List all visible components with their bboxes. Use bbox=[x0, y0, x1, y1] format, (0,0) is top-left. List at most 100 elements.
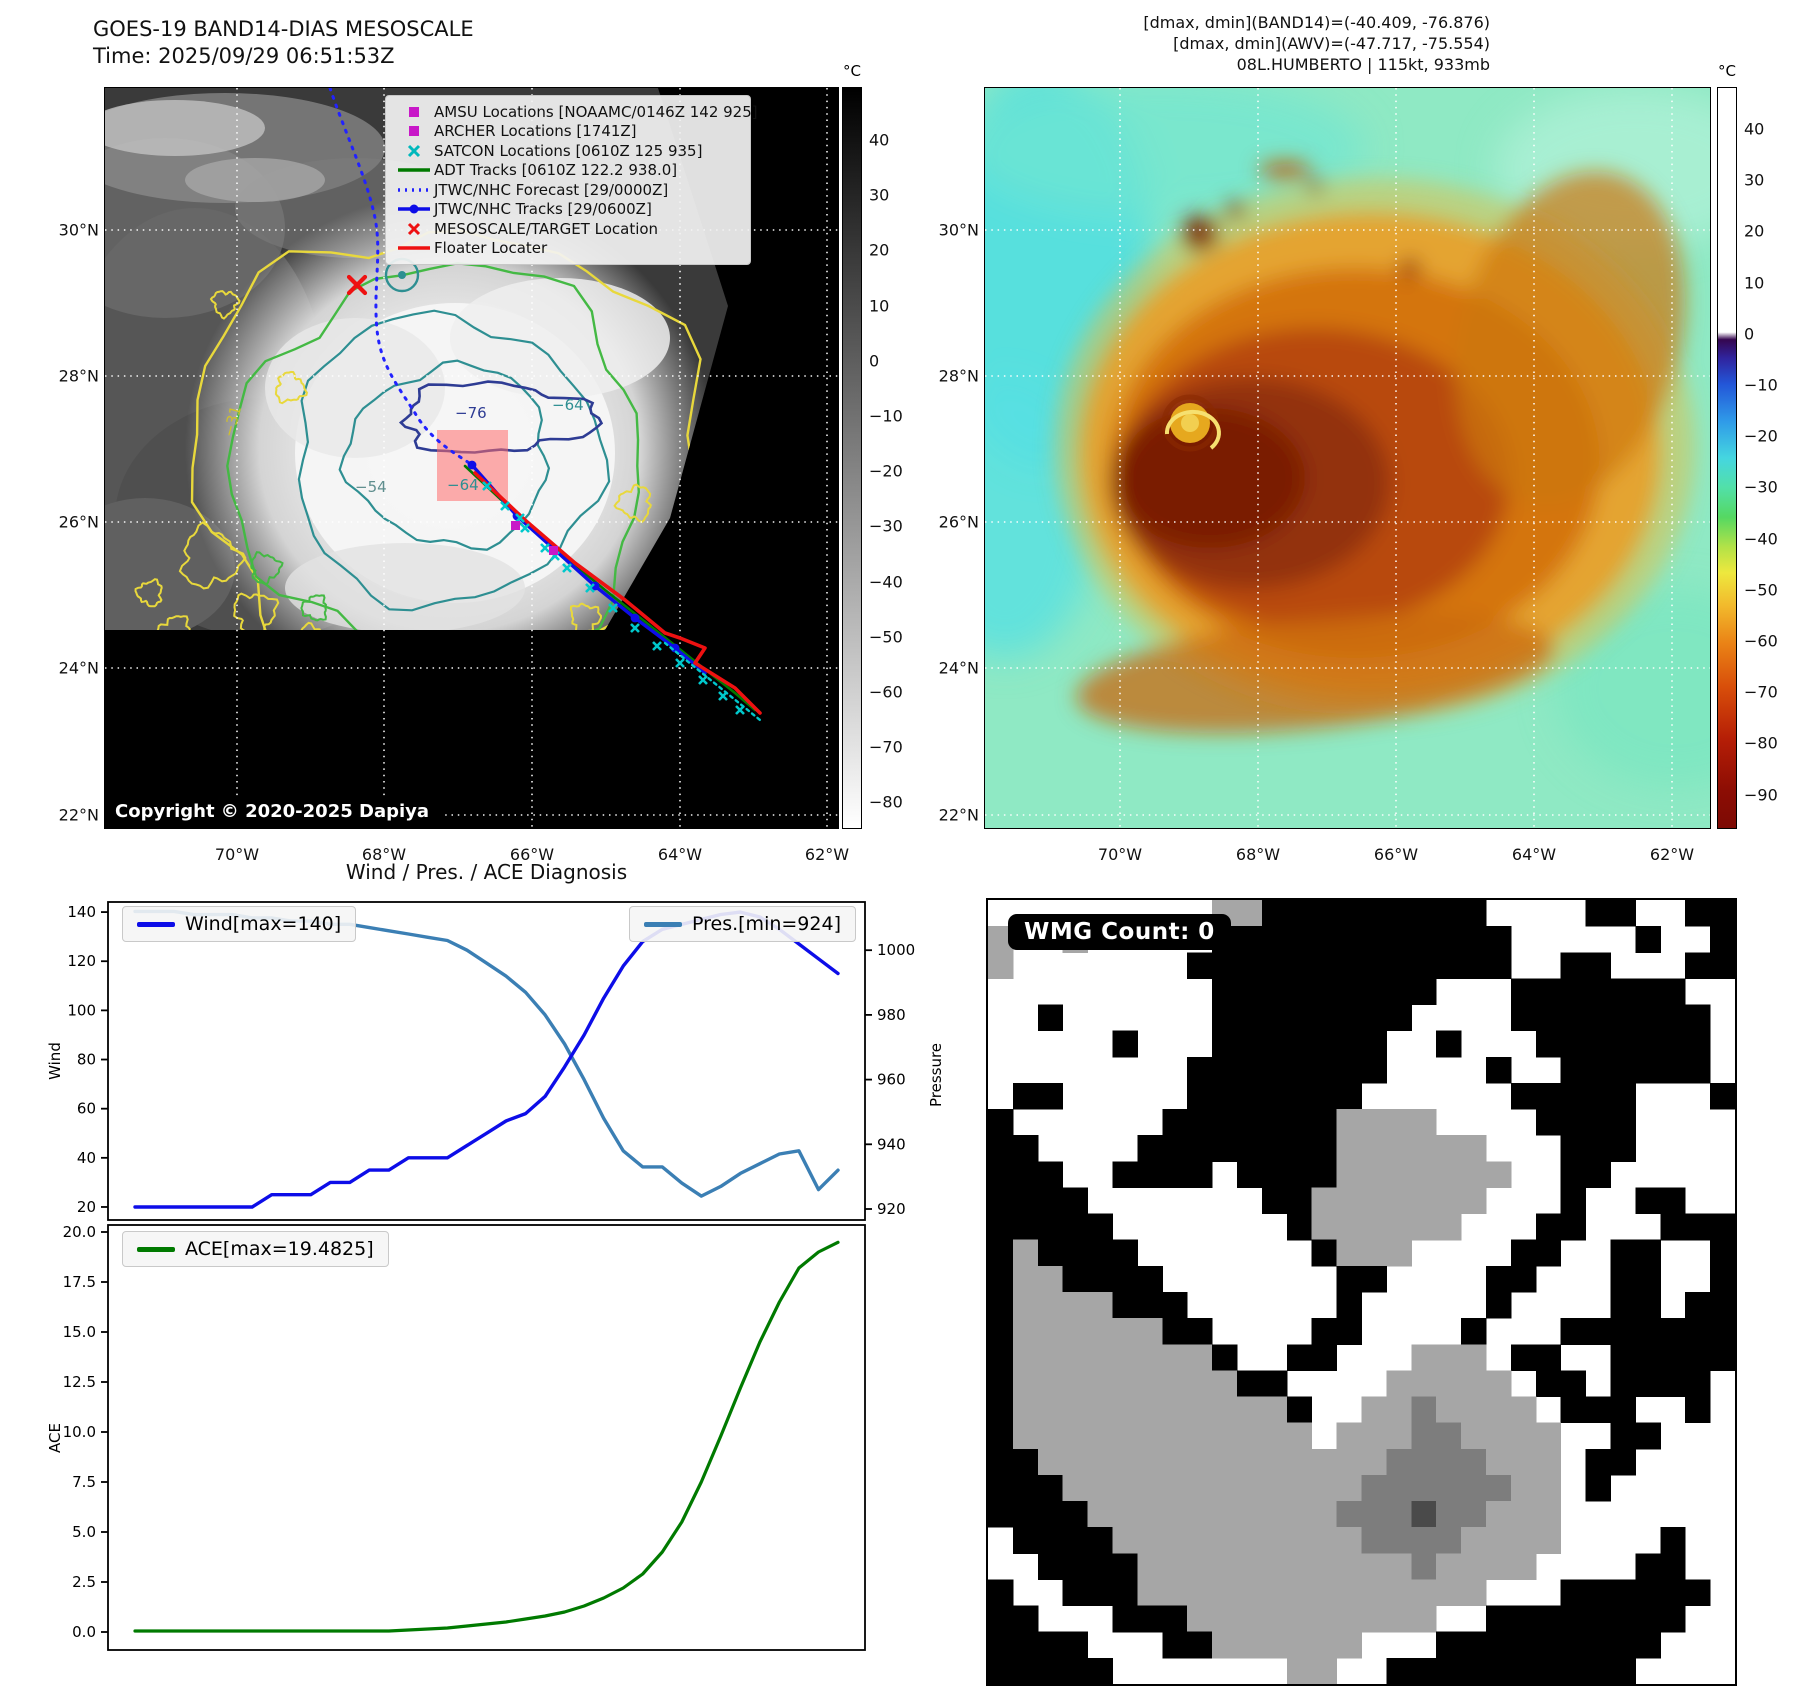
awv-colorbar-tick: −90 bbox=[1744, 785, 1778, 805]
awv-lat-tick: 24°N bbox=[938, 658, 979, 678]
wmg-mask-panel: WMG Count: 0 bbox=[986, 898, 1737, 1686]
awv-lon-tick: 66°W bbox=[1373, 845, 1419, 864]
legend-item-label: JTWC/NHC Forecast [29/0000Z] bbox=[434, 180, 669, 199]
awv-colorbar bbox=[1717, 87, 1737, 829]
awv-hurricane bbox=[1055, 162, 1695, 734]
awv-colorbar-tick: −70 bbox=[1744, 682, 1778, 702]
floater-track bbox=[473, 471, 762, 715]
band14-lon-tick: 70°W bbox=[214, 845, 260, 864]
header-band14-range: [dmax, dmin](BAND14)=(-40.409, -76.876) bbox=[1143, 13, 1490, 32]
pressure-legend-swatch bbox=[644, 921, 682, 927]
header-awv-range: [dmax, dmin](AWV)=(-47.717, -75.554) bbox=[1173, 34, 1490, 53]
legend-item: ARCHER Locations [1741Z] bbox=[394, 122, 740, 142]
amsu-location-marker bbox=[549, 546, 558, 555]
band14-colorbar-tick: −80 bbox=[869, 792, 903, 812]
band14-title-line2: Time: 2025/09/29 06:51:53Z bbox=[93, 44, 395, 68]
awv-lat-tick: 22°N bbox=[938, 805, 979, 825]
band14-colorbar bbox=[842, 87, 862, 829]
awv-colorbar-tick: −40 bbox=[1744, 529, 1778, 549]
legend-item: ADT Tracks [0610Z 122.2 938.0] bbox=[394, 161, 740, 181]
pressure-y-tick: 1000 bbox=[877, 941, 915, 959]
awv-colorbar-tick: 20 bbox=[1744, 221, 1765, 241]
contour-label: −76 bbox=[455, 404, 487, 422]
contour-label: −64 bbox=[447, 476, 479, 494]
band14-colorbar-tick: 30 bbox=[869, 185, 890, 205]
legend-item-label: MESOSCALE/TARGET Location bbox=[434, 219, 659, 238]
band14-lat-tick: 22°N bbox=[58, 805, 99, 825]
awv-colorbar-tick: 10 bbox=[1744, 273, 1765, 293]
storm-header: [dmax, dmin](BAND14)=(-40.409, -76.876) … bbox=[890, 12, 1490, 75]
wind-series-line bbox=[133, 910, 840, 1209]
amsu-location-marker bbox=[511, 521, 520, 530]
ace-y-tick: 7.5 bbox=[72, 1473, 96, 1491]
legend-item: JTWC/NHC Tracks [29/0600Z] bbox=[394, 200, 740, 220]
header-storm-intensity: 08L.HUMBERTO | 115kt, 933mb bbox=[1236, 55, 1490, 74]
pressure-axis-label: Pressure bbox=[927, 1043, 945, 1107]
awv-colorbar-tick: −30 bbox=[1744, 477, 1778, 497]
band14-lon-tick: 68°W bbox=[361, 845, 407, 864]
contour-label: −64 bbox=[552, 396, 584, 414]
legend-item: SATCON Locations [0610Z 125 935] bbox=[394, 141, 740, 161]
awv-colorbar-tick: 30 bbox=[1744, 170, 1765, 190]
awv-colorbar-tick: −50 bbox=[1744, 580, 1778, 600]
band14-lat-tick: 30°N bbox=[58, 220, 99, 240]
awv-lon-tick: 70°W bbox=[1097, 845, 1143, 864]
wind-y-tick: 100 bbox=[67, 1001, 96, 1019]
wind-y-tick: 140 bbox=[67, 903, 96, 921]
band14-colorbar-tick: −50 bbox=[869, 627, 903, 647]
legend-item: Floater Locater bbox=[394, 239, 740, 259]
awv-colorbar-tick: 0 bbox=[1744, 324, 1755, 344]
ace-y-tick: 0.0 bbox=[72, 1623, 96, 1641]
band14-colorbar-tick: −70 bbox=[869, 737, 903, 757]
diagnosis-title: Wind / Pres. / ACE Diagnosis bbox=[345, 860, 628, 884]
ace-series-line bbox=[133, 1240, 840, 1633]
band14-colorbar-tick: −30 bbox=[869, 516, 903, 536]
square-legend-marker-icon bbox=[409, 126, 419, 137]
legend-item-label: JTWC/NHC Tracks [29/0600Z] bbox=[434, 200, 652, 219]
legend-item: MESOSCALE/TARGET Location bbox=[394, 219, 740, 239]
band14-satellite-map: −76 −54 −64 −64 −31 AMSU Locations [NOAAMC/0… bbox=[104, 87, 839, 829]
wind-y-tick: 20 bbox=[77, 1198, 96, 1216]
band14-lon-tick: 64°W bbox=[657, 845, 703, 864]
awv-colorbar-tick: 40 bbox=[1744, 119, 1765, 139]
ace-y-tick: 12.5 bbox=[63, 1373, 96, 1391]
awv-lat-tick: 28°N bbox=[938, 366, 979, 386]
dotted-legend-marker-icon bbox=[398, 188, 430, 192]
ace-y-tick: 10.0 bbox=[63, 1423, 96, 1441]
band14-title: GOES-19 BAND14-DIAS MESOSCALE Time: 2025… bbox=[93, 16, 474, 70]
band14-colorbar-tick: −40 bbox=[869, 572, 903, 592]
band14-colorbar-tick: 20 bbox=[869, 240, 890, 260]
ace-y-tick: 5.0 bbox=[72, 1523, 96, 1541]
pressure-y-tick: 920 bbox=[877, 1200, 906, 1218]
band14-colorbar-tick: 0 bbox=[869, 351, 880, 371]
wind-legend-swatch bbox=[137, 921, 175, 927]
ace-y-tick: 17.5 bbox=[63, 1273, 96, 1291]
square-legend-marker-icon bbox=[409, 106, 419, 117]
awv-colorbar-unit: °C bbox=[1718, 62, 1736, 80]
band14-colorbar-tick: −60 bbox=[869, 682, 903, 702]
mesoscale-target-marker bbox=[346, 274, 368, 296]
wind-y-tick: 60 bbox=[77, 1100, 96, 1118]
graticule bbox=[985, 88, 1710, 828]
wind-axis-label: Wind bbox=[46, 1042, 64, 1080]
pressure-series-line bbox=[133, 909, 840, 1198]
band14-lat-tick: 28°N bbox=[58, 366, 99, 386]
x-legend-marker-icon bbox=[407, 144, 421, 157]
legend-item-label: SATCON Locations [0610Z 125 935] bbox=[434, 141, 703, 160]
jtwc-forecast-track bbox=[328, 88, 474, 467]
awv-colorbar-tick: −60 bbox=[1744, 631, 1778, 651]
diagnosis-charts: 140 120 100 80 60 40 20 1000 980 960 940 920 20.0 17.… bbox=[46, 901, 945, 1651]
awv-lon-tick: 64°W bbox=[1511, 845, 1557, 864]
pressure-legend-label: Pres.[min=924] bbox=[692, 913, 841, 935]
ace-axis-label: ACE bbox=[46, 1423, 64, 1453]
legend-item-label: ADT Tracks [0610Z 122.2 938.0] bbox=[434, 161, 678, 180]
ace-y-tick: 2.5 bbox=[72, 1573, 96, 1591]
awv-lon-tick: 62°W bbox=[1649, 845, 1695, 864]
legend-item-label: ARCHER Locations [1741Z] bbox=[434, 122, 637, 141]
awv-lat-tick: 26°N bbox=[938, 512, 979, 532]
map-legend: AMSU Locations [NOAAMC/0146Z 142 925] ARC… bbox=[385, 95, 758, 265]
pressure-y-tick: 940 bbox=[877, 1135, 906, 1153]
ace-legend-label: ACE[max=19.4825] bbox=[185, 1238, 374, 1260]
wmg-grid-image bbox=[988, 900, 1735, 1684]
